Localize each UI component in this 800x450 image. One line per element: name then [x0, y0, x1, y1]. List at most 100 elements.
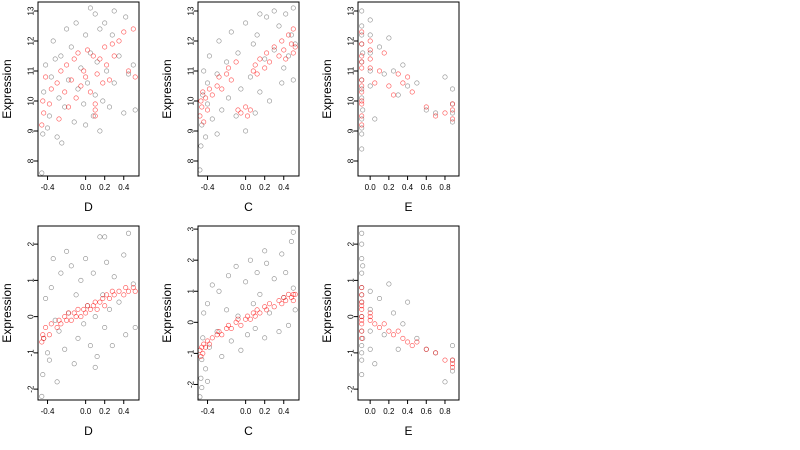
data-point: [423, 104, 429, 110]
data-point: [198, 375, 204, 381]
data-point: [78, 65, 84, 71]
data-point: [62, 104, 68, 110]
data-point: [372, 116, 378, 122]
data-point: [262, 56, 268, 62]
x-tick-label: -0.4: [41, 407, 55, 416]
data-point: [250, 41, 256, 47]
y-tick-label: 2: [187, 257, 196, 262]
data-point: [386, 35, 392, 41]
data-point: [48, 285, 54, 291]
data-point: [66, 104, 72, 110]
data-point: [243, 128, 249, 134]
data-point: [123, 332, 129, 338]
data-point: [414, 339, 420, 345]
data-point: [360, 263, 366, 269]
data-point: [235, 313, 241, 319]
y-tick-label: 13: [347, 6, 356, 15]
data-point: [283, 11, 289, 17]
data-point: [100, 292, 106, 298]
y-tick-label: 10: [27, 96, 36, 105]
data-point: [376, 295, 382, 301]
data-point: [203, 95, 209, 101]
data-point: [56, 116, 62, 122]
data-point: [66, 77, 72, 83]
y-axis-title: Expression: [0, 283, 14, 342]
data-point: [449, 86, 455, 92]
data-point: [262, 248, 268, 254]
data-point: [288, 239, 294, 245]
data-point: [405, 339, 411, 345]
x-tick-label: 0.0: [240, 407, 252, 416]
data-point: [130, 281, 136, 287]
data-point: [39, 170, 45, 176]
data-point: [199, 357, 205, 363]
data-point: [214, 329, 220, 335]
data-point: [97, 299, 103, 305]
data-point: [102, 324, 108, 330]
data-point: [92, 101, 98, 107]
data-point: [66, 310, 72, 316]
data-point: [73, 314, 79, 320]
data-point: [395, 328, 401, 334]
data-point: [68, 317, 74, 323]
data-point: [226, 322, 232, 328]
data-point: [359, 95, 365, 101]
data-point: [73, 95, 79, 101]
data-point: [94, 59, 100, 65]
data-point: [449, 343, 455, 349]
data-point: [292, 41, 298, 47]
data-point: [359, 23, 365, 29]
data-point: [283, 56, 289, 62]
data-point: [206, 86, 212, 92]
data-point: [87, 306, 93, 312]
x-tick-label: 0.4: [118, 407, 130, 416]
data-point: [44, 125, 50, 131]
data-point: [50, 256, 56, 262]
series-black: [197, 5, 298, 173]
data-point: [224, 71, 230, 77]
data-point: [92, 364, 98, 370]
data-point: [405, 74, 411, 80]
data-point: [359, 65, 365, 71]
data-point: [359, 41, 365, 47]
data-point: [359, 29, 365, 35]
data-point: [359, 292, 365, 298]
data-point: [85, 303, 91, 309]
data-point: [433, 113, 439, 119]
data-point: [132, 288, 138, 294]
y-tick-label: 8: [187, 158, 196, 163]
data-point: [290, 5, 296, 11]
data-point: [381, 332, 387, 338]
data-point: [201, 68, 207, 74]
y-tick-label: 13: [27, 6, 36, 15]
data-point: [271, 276, 277, 282]
x-tick-label: 0.0: [80, 183, 92, 192]
data-point: [228, 77, 234, 83]
series-black: [197, 229, 298, 400]
data-point: [226, 273, 232, 279]
data-point: [405, 83, 411, 89]
data-point: [107, 306, 113, 312]
data-point: [44, 350, 50, 356]
data-point: [64, 26, 70, 32]
data-point: [257, 291, 263, 297]
y-tick-label: 12: [347, 36, 356, 45]
data-point: [359, 146, 365, 152]
data-point: [292, 44, 298, 50]
data-point: [87, 50, 93, 56]
data-point: [109, 32, 115, 38]
data-point: [257, 310, 263, 316]
data-point: [359, 306, 365, 312]
data-point: [102, 303, 108, 309]
data-point: [90, 270, 96, 276]
data-point: [228, 338, 234, 344]
plot-frame: [357, 1, 460, 177]
data-point: [367, 50, 373, 56]
data-point: [71, 119, 77, 125]
data-point: [40, 332, 46, 338]
data-point: [264, 307, 270, 313]
data-point: [290, 77, 296, 83]
data-point: [100, 98, 106, 104]
data-point: [376, 44, 382, 50]
data-point: [390, 310, 396, 316]
